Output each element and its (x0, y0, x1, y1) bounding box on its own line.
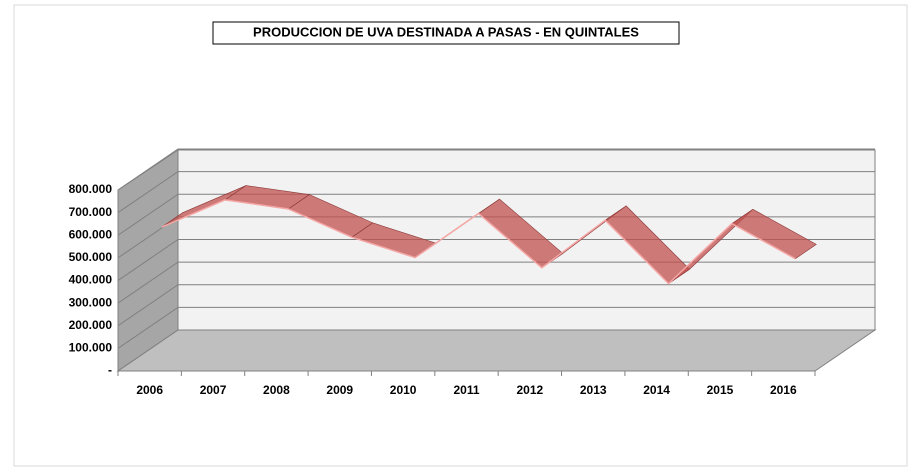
y-tick-label: 700.000 (69, 205, 113, 219)
ribbon-edge (161, 199, 796, 285)
grid-line (117, 171, 875, 214)
x-tick-label: 2008 (263, 383, 290, 397)
x-tick-label: 2013 (580, 383, 607, 397)
y-tick-label: 400.000 (69, 273, 113, 287)
y-tick-label: 200.000 (69, 318, 113, 332)
y-tick-label: 800.000 (69, 182, 113, 196)
ribbon (161, 185, 817, 285)
grid-line (117, 148, 875, 191)
x-tick-label: 2011 (453, 383, 479, 397)
y-tick-label: 100.000 (69, 341, 113, 355)
y-tick-label: - (108, 363, 112, 377)
grid-line (117, 284, 875, 327)
grid-line (117, 306, 875, 349)
chart-title: PRODUCCION DE UVA DESTINADA A PASAS - EN… (253, 24, 639, 39)
grid-line (117, 261, 875, 304)
x-tick-label: 2007 (200, 383, 227, 397)
x-tick-label: 2016 (770, 383, 797, 397)
x-tick-label: 2015 (707, 383, 734, 397)
x-tick-label: 2006 (136, 383, 163, 397)
y-tick-label: 500.000 (69, 250, 113, 264)
x-tick-label: 2010 (390, 383, 417, 397)
x-tick-label: 2014 (643, 383, 670, 397)
x-tick-label: 2009 (326, 383, 353, 397)
y-tick-label: 600.000 (69, 227, 113, 241)
x-tick-label: 2012 (517, 383, 544, 397)
y-tick-label: 300.000 (69, 295, 113, 309)
grid-line (117, 193, 875, 236)
title-box (212, 21, 680, 45)
floor (116, 329, 877, 372)
